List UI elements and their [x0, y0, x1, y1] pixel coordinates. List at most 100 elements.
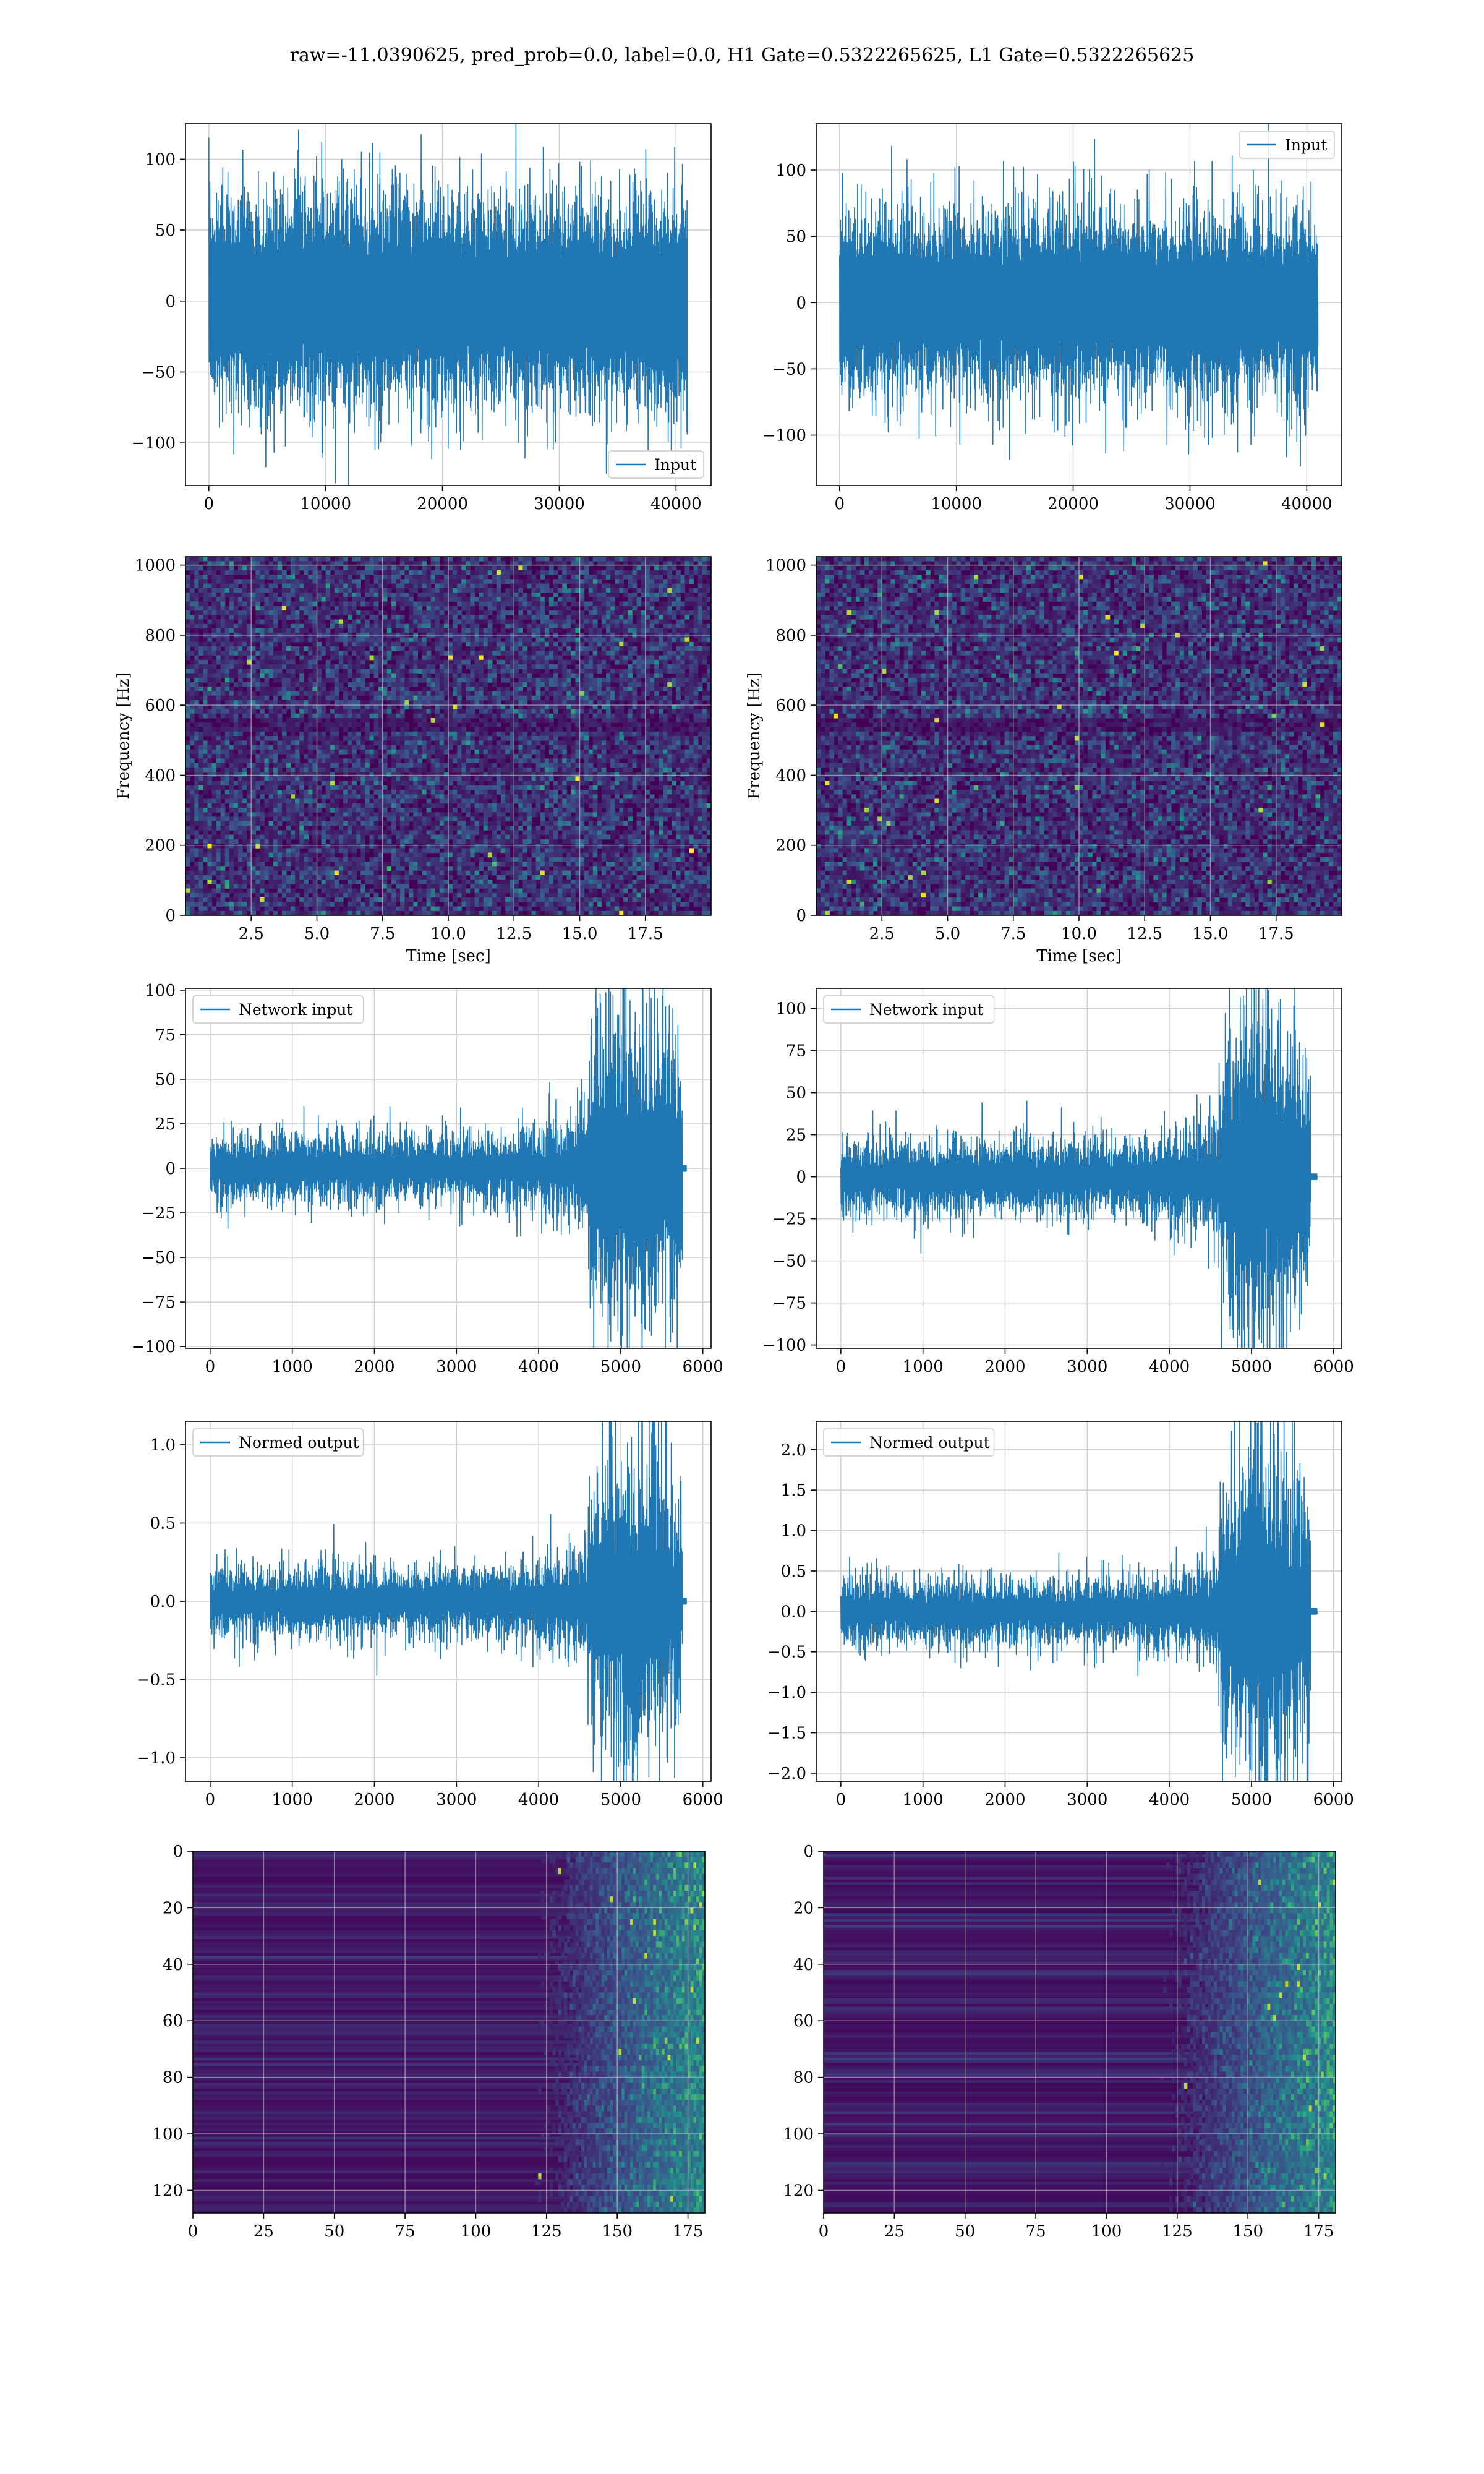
heatmap-cell: [273, 619, 278, 625]
heatmap-cell: [224, 704, 230, 710]
heatmap-cell: [597, 687, 602, 692]
heatmap-cell: [330, 623, 335, 629]
heatmap-cell: [601, 588, 607, 593]
heatmap-cell: [382, 682, 388, 687]
heatmap-cell: [514, 709, 519, 714]
heatmap-cell: [575, 575, 581, 580]
heatmap-cell: [706, 646, 711, 651]
heatmap-cell: [693, 695, 699, 701]
heatmap-cell: [693, 655, 699, 661]
heatmap-cell: [575, 700, 581, 705]
heatmap-cell: [422, 628, 427, 633]
heatmap-cell: [659, 637, 663, 643]
heatmap-cell: [295, 588, 300, 593]
heatmap-cell: [308, 700, 313, 705]
heatmap-cell: [453, 687, 458, 692]
heatmap-cell: [470, 673, 475, 678]
heatmap-cell: [242, 565, 247, 571]
heatmap-cell: [321, 772, 326, 777]
heatmap-cell: [268, 749, 274, 755]
heatmap-cell: [522, 561, 528, 567]
heatmap-cell: [348, 691, 352, 696]
heatmap-cell: [474, 695, 480, 701]
heatmap-cell: [531, 646, 537, 651]
heatmap-cell: [400, 700, 405, 705]
heatmap-cell: [623, 655, 628, 661]
x-tick-label: 0: [835, 495, 845, 513]
heatmap-cell: [194, 615, 199, 620]
heatmap-cell: [207, 606, 213, 611]
heatmap-cell: [439, 682, 445, 687]
heatmap-cell: [461, 628, 466, 633]
heatmap-cell: [242, 619, 247, 625]
heatmap-cell: [514, 754, 519, 759]
heatmap-cell: [649, 610, 655, 615]
heatmap-cell: [369, 767, 375, 773]
heatmap-cell: [628, 673, 633, 678]
heatmap-cell: [435, 687, 440, 692]
heatmap-cell: [400, 637, 405, 643]
heatmap-cell: [615, 687, 620, 692]
heatmap-cell: [689, 597, 694, 602]
heatmap-cell: [382, 619, 388, 625]
heatmap-cell: [453, 575, 458, 580]
heatmap-cell: [706, 588, 711, 593]
heatmap-cell: [588, 722, 594, 728]
heatmap-cell: [382, 646, 388, 651]
heatmap-cell: [492, 669, 497, 674]
heatmap-cell: [224, 651, 230, 656]
heatmap-cell: [623, 749, 628, 755]
heatmap-cell: [220, 565, 226, 571]
heatmap-cell: [628, 646, 633, 651]
heatmap-cell: [321, 722, 326, 728]
heatmap-cell: [693, 700, 699, 705]
heatmap-cell: [606, 615, 611, 620]
heatmap-cell: [400, 695, 405, 701]
heatmap-cell: [479, 646, 484, 651]
heatmap-cell: [672, 758, 676, 764]
heatmap-cell: [672, 579, 676, 584]
heatmap-cell: [566, 637, 571, 643]
heatmap-cell: [659, 646, 663, 651]
heatmap-cell: [479, 687, 484, 692]
heatmap-cell: [400, 669, 405, 674]
heatmap-cell: [689, 731, 694, 737]
heatmap-cell: [592, 695, 598, 701]
heatmap-cell: [527, 722, 532, 728]
heatmap-cell: [291, 628, 296, 633]
heatmap-cell: [571, 655, 576, 661]
heatmap-cell: [264, 655, 270, 661]
heatmap-cell: [286, 637, 291, 643]
heatmap-cell: [540, 565, 545, 571]
heatmap-cell: [338, 677, 344, 683]
heatmap-cell: [409, 579, 414, 584]
heatmap-cell: [291, 745, 296, 750]
heatmap-cell: [553, 687, 558, 692]
heatmap-cell: [628, 579, 633, 584]
heatmap-cell: [207, 597, 213, 602]
heatmap-cell: [268, 651, 274, 656]
heatmap-cell: [558, 669, 563, 674]
heatmap-cell: [194, 736, 199, 741]
heatmap-cell: [588, 709, 594, 714]
heatmap-cell: [400, 664, 405, 669]
heatmap-cell: [186, 700, 190, 705]
heatmap-cell: [562, 610, 567, 615]
heatmap-cell: [562, 736, 567, 741]
heatmap-cell: [417, 736, 423, 741]
heatmap-cell: [676, 575, 681, 580]
heatmap-cell: [601, 754, 607, 759]
heatmap-cell: [579, 669, 585, 674]
heatmap-cell: [198, 736, 203, 741]
legend-box: [1239, 131, 1335, 159]
heatmap-cell: [689, 655, 694, 661]
heatmap-cell: [190, 615, 195, 620]
heatmap-cell: [348, 740, 352, 746]
heatmap-cell: [312, 565, 318, 571]
heatmap-cell: [470, 628, 475, 633]
heatmap-cell: [680, 601, 686, 607]
heatmap-cell: [365, 669, 370, 674]
heatmap-cell: [641, 588, 646, 593]
heatmap-cell: [636, 704, 642, 710]
heatmap-cell: [663, 655, 668, 661]
